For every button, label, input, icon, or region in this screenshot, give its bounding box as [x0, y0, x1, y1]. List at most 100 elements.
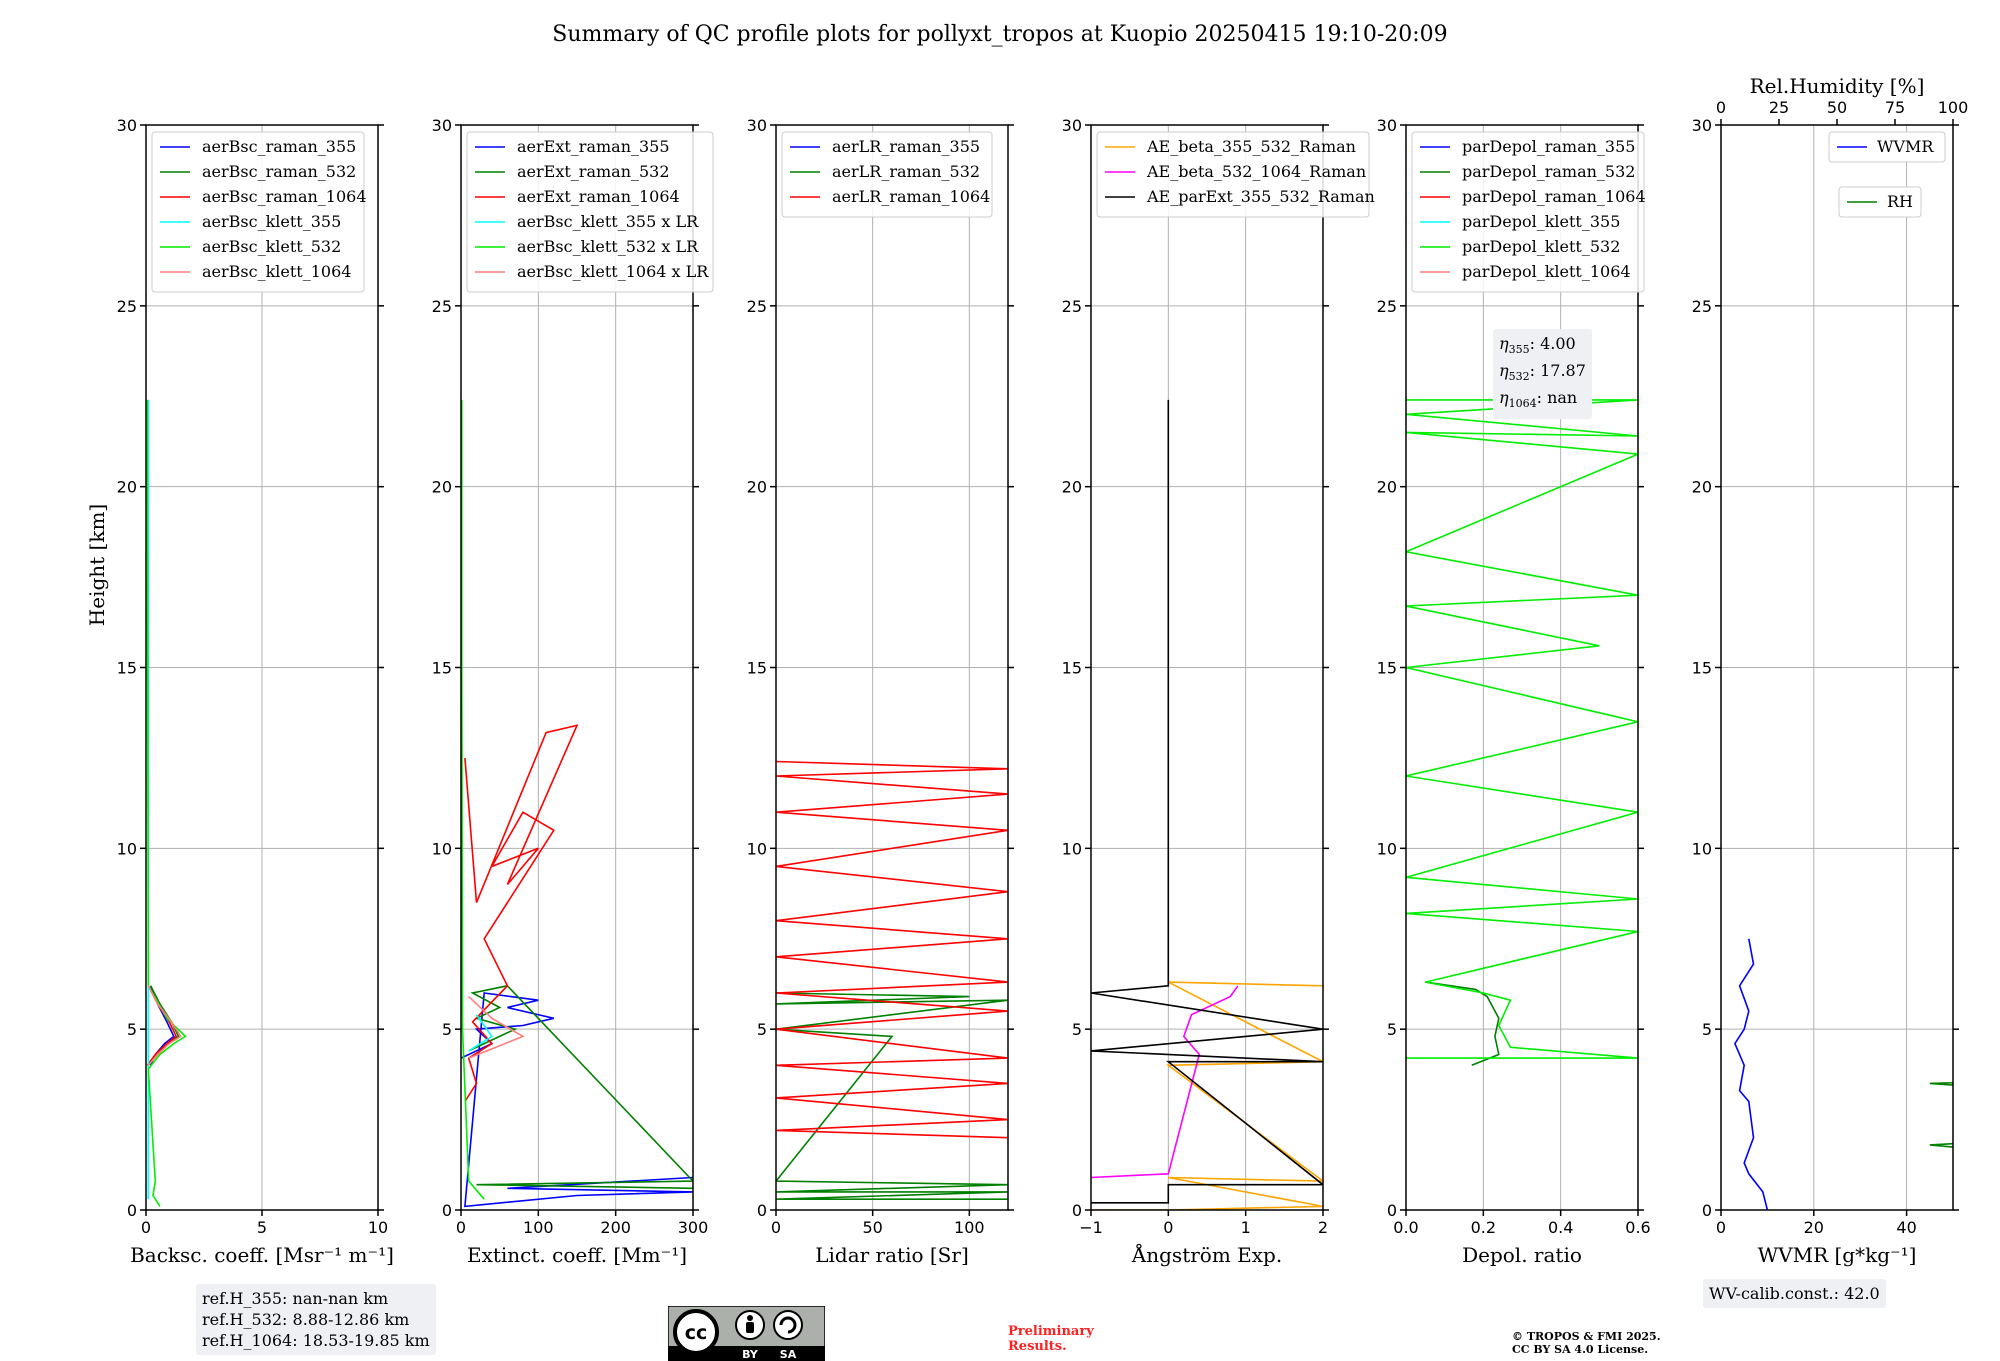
x-tick-label: −1: [1079, 1218, 1103, 1237]
eta-355-value: 4.00: [1540, 334, 1576, 353]
series-line-aerBsc_klett_1064: [147, 985, 182, 1066]
x-tick-label: 20: [1804, 1218, 1824, 1237]
y-tick-label: 10: [747, 839, 767, 858]
series-group: [146, 399, 187, 1207]
y-tick-label: 10: [1692, 839, 1712, 858]
y-tick-label: 5: [757, 1020, 767, 1039]
y-tick-label: 15: [1377, 659, 1397, 678]
eta-box: η355: 4.00 η532: 17.87 η1064: nan: [1493, 329, 1592, 419]
legend-entry: aerExt_raman_1064: [517, 187, 680, 206]
axes-frame: [145, 124, 379, 1211]
y-tick-label: 0: [442, 1201, 452, 1220]
series-group: [461, 399, 693, 1208]
series-line-parDepol_klett_532: [1406, 399, 1638, 1059]
y-tick-label: 0: [127, 1201, 137, 1220]
axes-frame: [1720, 124, 1954, 1211]
x-tick-label: 0.2: [1471, 1218, 1496, 1237]
legend-entry: parDepol_raman_355: [1462, 137, 1635, 156]
legend-entry: aerBsc_raman_1064: [202, 187, 367, 206]
legend-entry: aerBsc_klett_532 x LR: [517, 237, 699, 256]
y-tick-label: 10: [1062, 839, 1082, 858]
y-tick-label: 20: [117, 478, 137, 497]
y-tick-label: 5: [127, 1020, 137, 1039]
y-tick-label: 15: [432, 659, 452, 678]
x-axis-label: Extinct. coeff. [Mm⁻¹]: [467, 1243, 687, 1267]
eta-532: η532: 17.87: [1499, 361, 1586, 384]
legend-entry: parDepol_raman_532: [1462, 162, 1635, 181]
x-tick-label: 2: [1318, 1218, 1328, 1237]
x-axis-label: WVMR [g*kg⁻¹]: [1758, 1243, 1917, 1267]
wv-calib-text: WV-calib.const.: 42.0: [1709, 1284, 1880, 1303]
y-tick-label: 5: [1387, 1020, 1397, 1039]
x-tick-label: 0: [1716, 1218, 1726, 1237]
y-tick-label: 30: [1692, 116, 1712, 135]
x2-tick-label: 25: [1769, 98, 1789, 117]
series-line-aerBsc_klett_532 x LR: [461, 399, 485, 1200]
x-axis-label: Depol. ratio: [1462, 1243, 1582, 1267]
x-axis-label: Lidar ratio [Sr]: [815, 1243, 969, 1267]
legend-frame: [466, 131, 714, 293]
legend-frame: [1838, 186, 1922, 218]
wv-calib-box: WV-calib.const.: 42.0: [1703, 1279, 1886, 1308]
series-line-aerExt_raman_1064: [464, 724, 579, 1102]
x-tick-label: 5: [257, 1218, 267, 1237]
legend-entry: aerLR_raman_532: [832, 162, 980, 181]
x-tick-label: 0.0: [1393, 1218, 1418, 1237]
axes-frame: [775, 124, 1009, 1211]
x-axis-label: Ångström Exp.: [1131, 1242, 1282, 1267]
x2-tick-label: 75: [1885, 98, 1905, 117]
legend-RH: RH: [1838, 186, 1922, 218]
x2-axis-label: Rel.Humidity [%]: [1750, 74, 1925, 98]
x-tick-label: 0: [771, 1218, 781, 1237]
legend-entry: parDepol_raman_1064: [1462, 187, 1646, 206]
y-tick-label: 15: [1692, 659, 1712, 678]
legend-entry: RH: [1887, 192, 1913, 211]
legend: aerBsc_raman_355 aerBsc_raman_532 aerBsc_r…: [151, 131, 367, 293]
cc-by-sa-badge: cc BY SA: [668, 1306, 825, 1361]
legend-entry: aerBsc_klett_532: [202, 237, 341, 256]
y-tick-label: 25: [1692, 297, 1712, 316]
y-tick-label: 30: [432, 116, 452, 135]
x-tick-label: 0.4: [1548, 1218, 1573, 1237]
legend-entry: aerBsc_klett_1064: [202, 262, 351, 281]
legend-frame: [151, 131, 365, 293]
series-group: [1406, 399, 1638, 1067]
y-tick-label: 20: [1692, 478, 1712, 497]
x-tick-label: 300: [678, 1218, 709, 1237]
series-group: [1733, 938, 1953, 1210]
x2-tick-label: 0: [1716, 98, 1726, 117]
panel-depolarization: 0 5 10 15 20 25 30 0.0 0.2 0.4 0.6 Depol. ratio parD…: [1377, 116, 1651, 1267]
x-tick-label: 0: [141, 1218, 151, 1237]
sa-text: SA: [780, 1348, 797, 1361]
series-line-AE_beta_532_1064_Raman: [1091, 985, 1239, 1179]
y-tick-label: 25: [747, 297, 767, 316]
y-axis-label: Height [km]: [85, 504, 109, 626]
legend-entry: aerBsc_klett_355: [202, 212, 341, 231]
legend-entry: aerExt_raman_355: [517, 137, 670, 156]
legend: aerExt_raman_355 aerExt_raman_532 aerExt_r…: [466, 131, 714, 293]
legend-WVMR: WVMR: [1828, 131, 1946, 163]
axes-frame: [460, 124, 694, 1211]
series-line-aerBsc_klett_1064 x LR: [468, 996, 525, 1059]
y-tick-label: 25: [117, 297, 137, 316]
y-tick-label: 5: [1072, 1020, 1082, 1039]
legend-entry: WVMR: [1877, 137, 1934, 156]
preliminary-note: Preliminary Results.: [1008, 1324, 1094, 1354]
legend-frame: [1096, 131, 1370, 218]
y-tick-label: 30: [1377, 116, 1397, 135]
x-tick-label: 100: [954, 1218, 985, 1237]
series-line-aerExt_raman_355: [461, 992, 693, 1208]
legend-entry: parDepol_klett_1064: [1462, 262, 1631, 281]
y-tick-label: 15: [117, 659, 137, 678]
x-axis-label: Backsc. coeff. [Msr⁻¹ m⁻¹]: [130, 1243, 394, 1267]
y-tick-label: 20: [1377, 478, 1397, 497]
x2-tick-label: 50: [1827, 98, 1847, 117]
y-tick-label: 10: [432, 839, 452, 858]
y-tick-label: 25: [1062, 297, 1082, 316]
y-tick-label: 20: [1062, 478, 1082, 497]
legend-entry: aerBsc_klett_1064 x LR: [517, 262, 709, 281]
legend-entry: aerLR_raman_355: [832, 137, 980, 156]
